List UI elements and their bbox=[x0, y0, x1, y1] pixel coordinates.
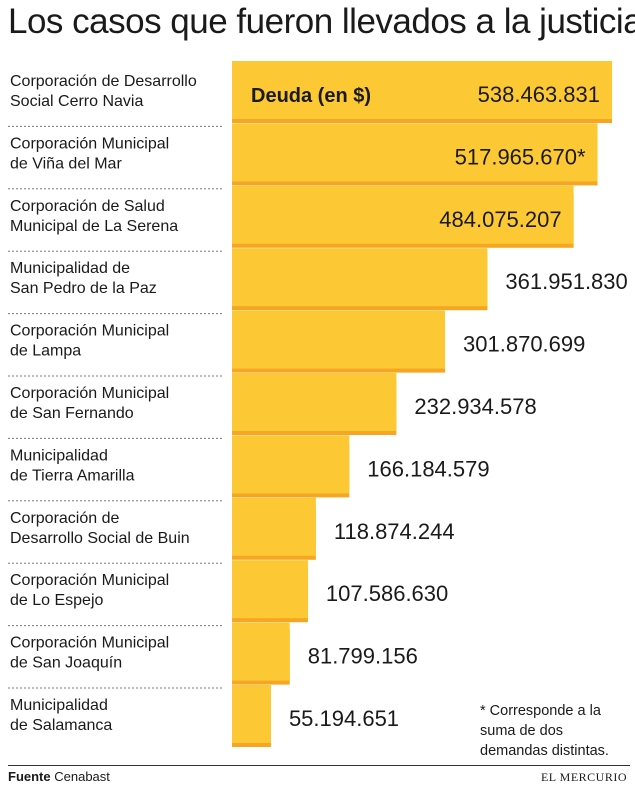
category-label: Municipalidad de Tierra Amarilla bbox=[10, 447, 135, 484]
value-label: 81.799.156 bbox=[308, 644, 418, 669]
value-label: 517.965.670* bbox=[455, 144, 586, 169]
bar bbox=[232, 373, 397, 431]
source-value: Cenabast bbox=[54, 769, 110, 784]
bar bbox=[232, 248, 488, 307]
value-label: 484.075.207 bbox=[439, 207, 561, 232]
category-label: Corporación Municipal de Viña del Mar bbox=[10, 135, 169, 172]
category-label: Corporación de Desarrollo Social de Buin bbox=[10, 510, 190, 547]
bar bbox=[232, 435, 350, 494]
bar bbox=[232, 685, 271, 743]
footnote: * Corresponde a la suma de dos demandas … bbox=[480, 703, 609, 759]
bar bbox=[232, 560, 308, 619]
category-label: Corporación Municipal de Lo Espejo bbox=[10, 572, 169, 609]
bar bbox=[232, 310, 446, 369]
chart-title: Los casos que fueron llevados a la justi… bbox=[8, 2, 635, 41]
value-label: 118.874.244 bbox=[334, 519, 455, 544]
bar bbox=[232, 61, 612, 119]
category-label: Corporación Municipal de San Joaquín bbox=[10, 635, 169, 672]
bar-chart: Corporación de Desarrollo Social Cerro Na… bbox=[8, 61, 628, 747]
bar bbox=[232, 123, 598, 182]
footer-divider bbox=[8, 765, 630, 766]
value-label: 361.951.830 bbox=[505, 269, 627, 294]
value-axis-label: Deuda (en $) bbox=[251, 85, 371, 107]
category-label: Corporación Municipal de Lampa bbox=[10, 323, 169, 360]
category-label: Municipalidad de Salamanca bbox=[10, 697, 112, 734]
category-label: Municipalidad de San Pedro de la Paz bbox=[10, 260, 157, 297]
category-label: Corporación de Desarrollo Social Cerro Na… bbox=[10, 73, 197, 110]
value-label: 107.586.630 bbox=[326, 581, 448, 606]
source-label: Fuente bbox=[8, 769, 51, 784]
category-label: Corporación Municipal de San Fernando bbox=[10, 385, 169, 422]
bar bbox=[232, 185, 574, 244]
value-label: 166.184.579 bbox=[367, 456, 489, 481]
value-label: 55.194.651 bbox=[289, 706, 399, 731]
source-credit: Fuente Cenabast bbox=[8, 769, 110, 784]
publisher-logo: EL MERCURIO bbox=[540, 770, 627, 784]
category-label: Corporación de Salud Municipal de La Sere… bbox=[10, 198, 178, 235]
value-label: 538.463.831 bbox=[478, 82, 600, 107]
bar bbox=[232, 622, 290, 681]
value-label: 232.934.578 bbox=[414, 394, 536, 419]
bar bbox=[232, 497, 316, 556]
value-label: 301.870.699 bbox=[463, 332, 585, 357]
